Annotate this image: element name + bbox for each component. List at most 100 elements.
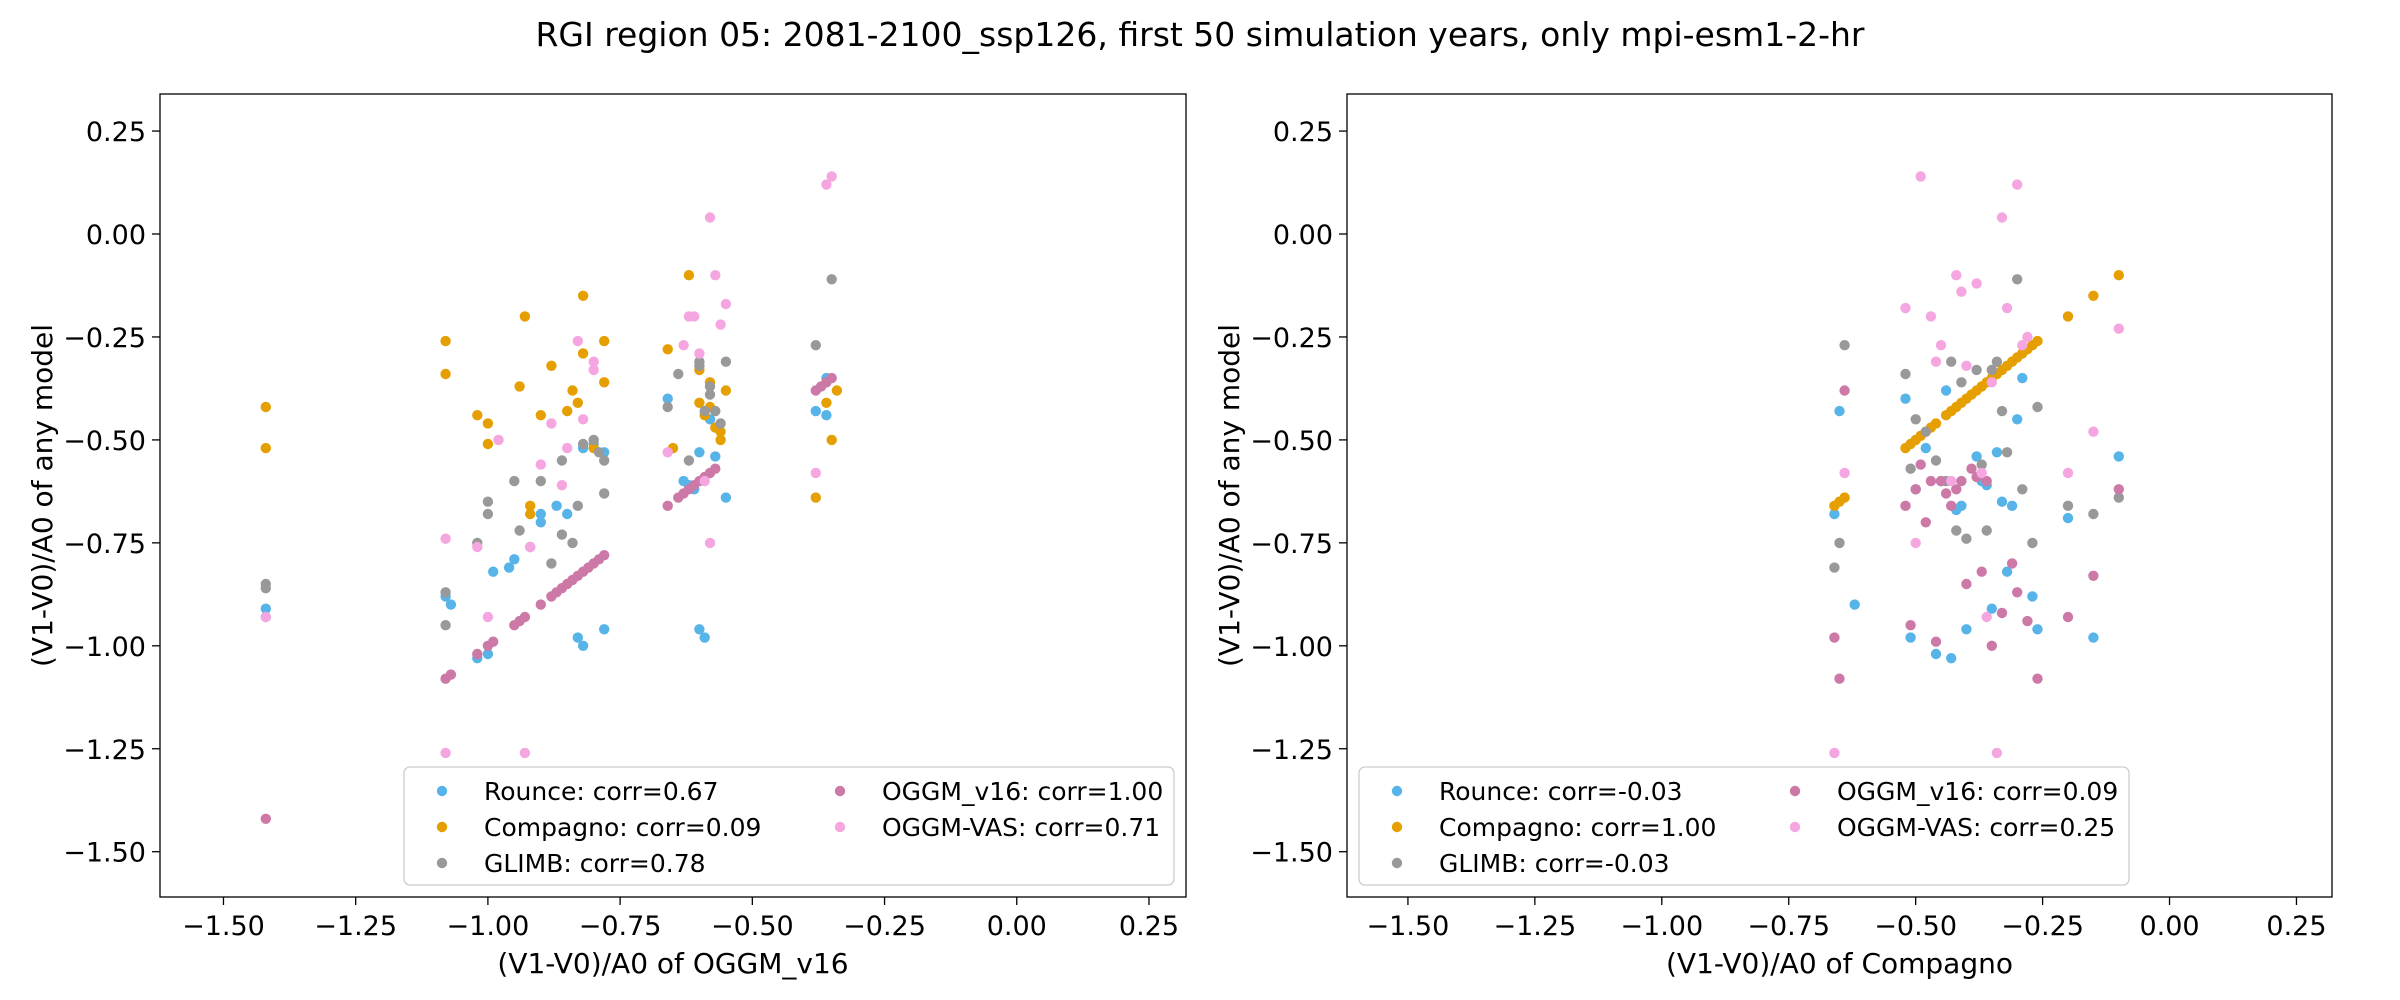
data-point xyxy=(715,418,726,429)
data-point xyxy=(572,632,583,643)
data-point xyxy=(445,599,457,610)
legend: Rounce: corr=0.67 Compagno: corr=0.09 GLIM… xyxy=(403,766,1175,886)
legend-item: GLIMB: corr=-0.03 xyxy=(1391,849,1670,878)
data-point xyxy=(546,558,557,569)
data-point xyxy=(535,517,546,528)
x-tick-label: −0.75 xyxy=(1747,911,1830,942)
data-point xyxy=(1920,426,1932,437)
data-point xyxy=(1946,500,1957,511)
data-point xyxy=(2113,451,2124,462)
data-point xyxy=(2113,484,2124,495)
legend: Rounce: corr=-0.03 Compagno: corr=1.00 GLI… xyxy=(1358,766,2130,886)
x-tick-label: 0.25 xyxy=(1119,911,1179,942)
data-point xyxy=(1839,467,1850,479)
data-point xyxy=(1996,607,2008,619)
data-point xyxy=(514,381,525,392)
data-point xyxy=(694,360,705,371)
data-point xyxy=(1834,673,1845,684)
data-point xyxy=(1915,459,1926,470)
data-point xyxy=(588,434,599,446)
data-point xyxy=(1951,484,1962,495)
y-tick-label: −0.25 xyxy=(63,323,146,354)
data-point xyxy=(260,401,271,413)
legend-item: OGGM_v16: corr=1.00 xyxy=(834,777,1163,806)
data-point xyxy=(1925,311,1937,322)
data-point xyxy=(260,813,271,824)
series-oggm-vas xyxy=(1829,171,2124,759)
x-tick-label: 0.25 xyxy=(2266,911,2326,942)
legend-box xyxy=(1358,766,2130,886)
data-point xyxy=(720,356,732,367)
data-point xyxy=(440,620,451,631)
data-point xyxy=(1956,286,1967,297)
data-point xyxy=(2062,500,2074,511)
data-points xyxy=(260,171,843,824)
data-point xyxy=(699,475,710,487)
data-point xyxy=(1930,648,1942,660)
data-point xyxy=(1946,475,1957,487)
data-point xyxy=(2001,566,2013,577)
y-tick-label: 0.25 xyxy=(1273,117,1333,148)
data-point xyxy=(2088,632,2099,643)
y-tick-label: −1.00 xyxy=(63,632,146,663)
data-point xyxy=(1834,537,1845,549)
x-tick-label: −0.25 xyxy=(843,911,926,942)
series-compagno xyxy=(260,270,843,520)
x-axis-label: (V1-V0)/A0 of OGGM_v16 xyxy=(497,947,848,980)
x-tick-label: −1.25 xyxy=(1493,911,1576,942)
data-point xyxy=(1940,385,1952,396)
data-point xyxy=(535,508,546,520)
y-tick-label: −1.25 xyxy=(1250,735,1333,766)
data-point xyxy=(577,438,589,450)
data-point xyxy=(1981,475,1992,487)
data-point xyxy=(704,389,716,400)
legend-marker xyxy=(436,821,448,833)
data-point xyxy=(260,442,271,454)
data-point xyxy=(1961,360,1972,371)
legend-item: GLIMB: corr=0.78 xyxy=(436,849,706,878)
data-point xyxy=(2022,331,2033,343)
data-point xyxy=(440,747,451,759)
data-point xyxy=(567,385,578,396)
data-point xyxy=(1834,405,1845,417)
legend-label: Rounce: corr=0.67 xyxy=(484,777,719,806)
y-tick-label: 0.25 xyxy=(86,117,146,148)
legend-item: OGGM-VAS: corr=0.71 xyxy=(834,813,1160,842)
data-point xyxy=(488,636,499,647)
series-compagno xyxy=(1829,270,2124,511)
data-point xyxy=(1839,385,1850,396)
data-point xyxy=(2022,615,2033,627)
figure-suptitle: RGI region 05: 2081-2100_ssp126, first 5… xyxy=(535,15,1864,54)
legend-item: Rounce: corr=-0.03 xyxy=(1391,777,1683,806)
data-point xyxy=(662,500,673,511)
data-point xyxy=(678,340,689,351)
data-point xyxy=(1900,368,1911,380)
data-point xyxy=(1956,475,1967,487)
data-point xyxy=(551,500,562,511)
data-point xyxy=(2062,512,2074,524)
data-point xyxy=(710,270,721,281)
data-point xyxy=(2032,401,2043,413)
data-point xyxy=(1905,620,1916,631)
data-point xyxy=(1961,533,1972,544)
data-points xyxy=(1829,171,2124,759)
legend-marker xyxy=(834,821,846,833)
data-point xyxy=(694,624,705,635)
data-point xyxy=(482,418,494,429)
legend-marker xyxy=(1391,857,1403,869)
data-point xyxy=(694,397,705,408)
data-point xyxy=(831,385,843,396)
data-point xyxy=(599,335,610,347)
data-point xyxy=(567,537,578,549)
data-point xyxy=(1951,525,1962,536)
x-tick-label: −1.00 xyxy=(1620,911,1703,942)
data-point xyxy=(472,648,483,660)
data-point xyxy=(715,319,726,330)
x-tick-label: −0.25 xyxy=(2001,911,2084,942)
data-point xyxy=(662,447,673,458)
data-point xyxy=(519,311,531,322)
y-tick-label: 0.00 xyxy=(1273,220,1333,251)
data-point xyxy=(2017,484,2028,495)
data-point xyxy=(2088,508,2099,520)
